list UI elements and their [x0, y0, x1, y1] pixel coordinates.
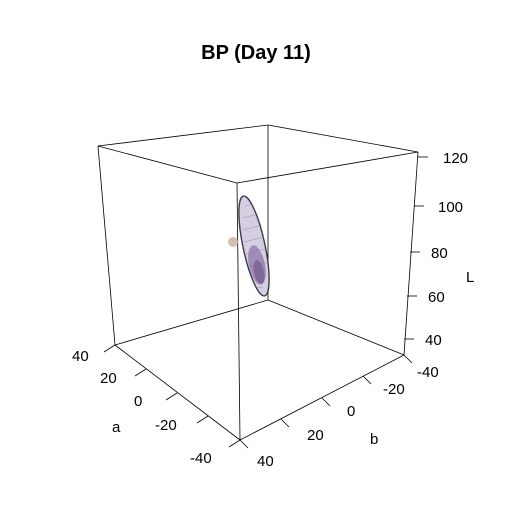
box-edge [403, 151, 419, 356]
bounding-box [97, 124, 419, 441]
box-edge [97, 124, 269, 147]
mesh-line [252, 274, 266, 279]
L-tick-label: 40 [425, 332, 442, 349]
mesh-line [256, 286, 264, 289]
mesh-line [243, 236, 265, 243]
mesh-line [248, 261, 267, 267]
box-edge [267, 299, 405, 356]
L-axis [404, 156, 428, 340]
b-tick [362, 375, 372, 385]
b-tick-label: 20 [307, 427, 324, 444]
box-edge [267, 124, 419, 153]
a-tick [103, 344, 116, 353]
mesh-line [244, 203, 254, 207]
box-edge [97, 145, 116, 346]
b-tick-label: -20 [383, 381, 405, 398]
L-tick-label: 60 [428, 289, 445, 306]
ellipsoid-mesh [242, 203, 267, 289]
a-tick-label: 0 [134, 393, 142, 410]
ellipsoid [238, 195, 270, 297]
mesh-line [245, 248, 266, 255]
b-tick-label: 40 [257, 453, 274, 470]
a-tick [196, 415, 209, 424]
a-tick-label: -20 [155, 417, 177, 434]
L-tick-label: 80 [431, 245, 448, 262]
b-axis [239, 354, 413, 449]
b-tick [403, 354, 413, 364]
mesh-line [242, 224, 263, 231]
a-tick [134, 368, 147, 377]
box-edge [114, 344, 241, 441]
box-edge [239, 354, 405, 441]
box-edge [97, 145, 238, 184]
mesh-line [242, 213, 259, 219]
data-point [228, 237, 238, 247]
a-tick-label: 40 [72, 348, 89, 365]
chart-title: BP (Day 11) [201, 42, 311, 64]
b-tick-label: 0 [347, 403, 355, 420]
b-tick [321, 397, 331, 407]
box-edge [114, 299, 269, 346]
a-axis-label: a [112, 419, 121, 436]
L-tick-label: 100 [438, 199, 463, 216]
box-edge [236, 182, 241, 441]
a-tick-label: 20 [100, 370, 117, 387]
L-tick-label: 120 [443, 150, 468, 167]
L-axis-label: L [466, 269, 474, 286]
a-tick [228, 439, 241, 448]
b-tick-label: -40 [417, 364, 439, 381]
b-tick [280, 418, 290, 428]
box-edge [236, 151, 419, 184]
b-axis-label: b [370, 431, 378, 448]
a-tick-label: -40 [190, 450, 212, 467]
a-tick [165, 392, 178, 401]
b-tick [239, 439, 249, 449]
ellipsoid-dark-core [253, 260, 265, 284]
a-axis [103, 344, 241, 448]
